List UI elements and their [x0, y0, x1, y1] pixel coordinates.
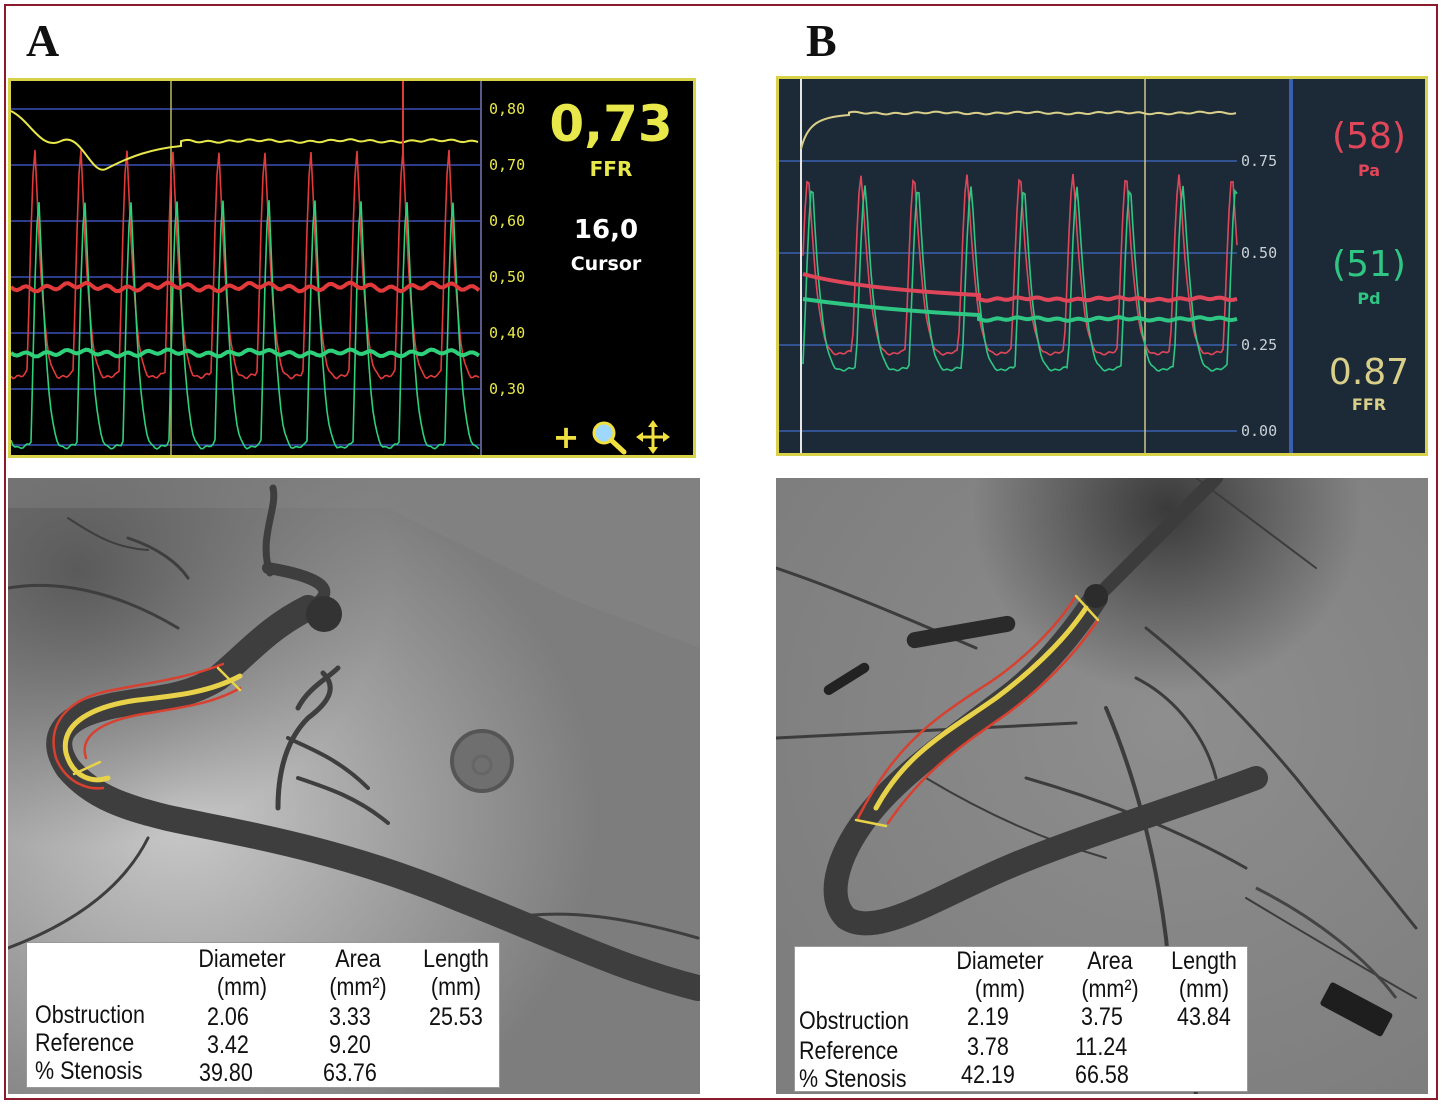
qca-cell: 43.84: [1177, 1003, 1231, 1031]
qca-cell: 2.19: [967, 1003, 1009, 1031]
panel-b-pd-value: (51): [1332, 244, 1406, 285]
y-tick-label: 0,40: [489, 324, 525, 342]
y-tick-label: 0,80: [489, 100, 525, 118]
qca-row-label: Reference: [35, 1029, 135, 1057]
y-tick-label: 0.00: [1241, 422, 1277, 440]
y-tick-label: 0,50: [489, 268, 525, 286]
figure-frame: [4, 4, 1438, 1100]
panel-a-cursor-label: Cursor: [570, 253, 642, 275]
qca-cell: 42.19: [961, 1061, 1015, 1089]
magnifier-icon[interactable]: [589, 419, 629, 455]
qca-row-label: Reference: [799, 1037, 899, 1065]
qca-row-label: % Stenosis: [799, 1065, 907, 1093]
qca-cell: 3.33: [329, 1003, 371, 1031]
plus-icon[interactable]: +: [552, 418, 580, 456]
qca-header-diameter: Diameter: [956, 947, 1044, 975]
panel-b-pa-value: (58): [1332, 116, 1406, 157]
qca-cell: 9.20: [329, 1031, 371, 1059]
panel-a-angiogram: Diameter (mm) Area (mm²) Length (mm) Obs…: [8, 478, 700, 1094]
y-tick-label: 0,60: [489, 212, 525, 230]
qca-header-diameter-unit: (mm): [974, 975, 1026, 1003]
qca-cell: 3.75: [1081, 1003, 1123, 1031]
qca-cell: 11.24: [1075, 1033, 1128, 1061]
pa-mean-line: [11, 280, 481, 294]
panel-b-ffr-label: FFR: [1351, 395, 1387, 414]
qca-row-label: Obstruction: [35, 1001, 145, 1029]
panel-a-pressure-tracing: 0,80 0,70 0,60 0,50 0,40 0,30 0,73 FFR 16,0 C…: [8, 78, 696, 458]
y-tick-label: 0.25: [1241, 336, 1277, 354]
ffr-trend-line: [11, 110, 479, 171]
panel-a-tracing-plot: 0,80 0,70 0,60 0,50 0,40 0,30: [11, 81, 525, 455]
panel-b-pd-label: Pd: [1357, 289, 1381, 308]
qca-cell: 2.06: [207, 1003, 249, 1031]
y-tick-label: 0,30: [489, 380, 525, 398]
qca-header-length-unit: (mm): [430, 973, 482, 1001]
y-tick-label: 0.50: [1241, 244, 1277, 262]
panel-a-ffr-label: FFR: [589, 157, 633, 181]
panel-b-qca-table: Diameter (mm) Area (mm²) Length (mm) Obs…: [794, 946, 1248, 1092]
pa-waveform: [802, 173, 1238, 356]
qca-header-length-unit: (mm): [1178, 975, 1230, 1003]
panel-b-tracing-plot: 0.75 0.50 0.25 0.00: [779, 79, 1293, 453]
pd-mean-line: [11, 347, 481, 359]
qca-row-label: % Stenosis: [35, 1057, 143, 1085]
panel-b-pressure-tracing: 0.75 0.50 0.25 0.00 (58) Pa (51) Pd 0.87 FF…: [776, 76, 1428, 456]
pd-waveform: [11, 200, 480, 450]
panel-a-cursor-value: 16,0: [573, 215, 639, 245]
qca-cell: 63.76: [323, 1059, 377, 1087]
panel-a-qca-table: Diameter (mm) Area (mm²) Length (mm) Obs…: [26, 942, 500, 1088]
qca-header-area-unit: (mm²): [329, 973, 387, 1001]
ffr-trend-line: [800, 110, 1237, 150]
qca-row-label: Obstruction: [799, 1007, 909, 1035]
panel-b-angiogram: Diameter (mm) Area (mm²) Length (mm) Obs…: [776, 478, 1428, 1094]
y-tick-label: 0,70: [489, 156, 525, 174]
pd-mean-line: [802, 297, 1238, 323]
y-tick-label: 0.75: [1241, 152, 1277, 170]
qca-header-diameter-unit: (mm): [216, 973, 268, 1001]
qca-cell: 25.53: [429, 1003, 483, 1031]
panel-b-pa-label: Pa: [1357, 161, 1381, 180]
qca-header-area-unit: (mm²): [1081, 975, 1139, 1003]
qca-header-length: Length: [423, 945, 489, 973]
pa-mean-line: [802, 272, 1238, 303]
panel-b-ffr-value: 0.87: [1328, 352, 1410, 393]
pd-waveform: [802, 185, 1238, 372]
move-arrows-icon[interactable]: [635, 419, 671, 455]
qca-cell: 66.58: [1075, 1061, 1129, 1089]
panel-b-letter: B: [806, 15, 837, 66]
qca-cell: 39.80: [199, 1059, 253, 1087]
qca-header-length: Length: [1171, 947, 1237, 975]
panel-a-ffr-value: 0,73: [549, 95, 673, 153]
qca-cell: 3.42: [207, 1031, 249, 1059]
qca-header-diameter: Diameter: [198, 945, 286, 973]
panel-a-letter: A: [26, 15, 60, 66]
qca-cell: 3.78: [967, 1033, 1009, 1061]
qca-header-area: Area: [1087, 947, 1133, 975]
qca-header-area: Area: [335, 945, 381, 973]
